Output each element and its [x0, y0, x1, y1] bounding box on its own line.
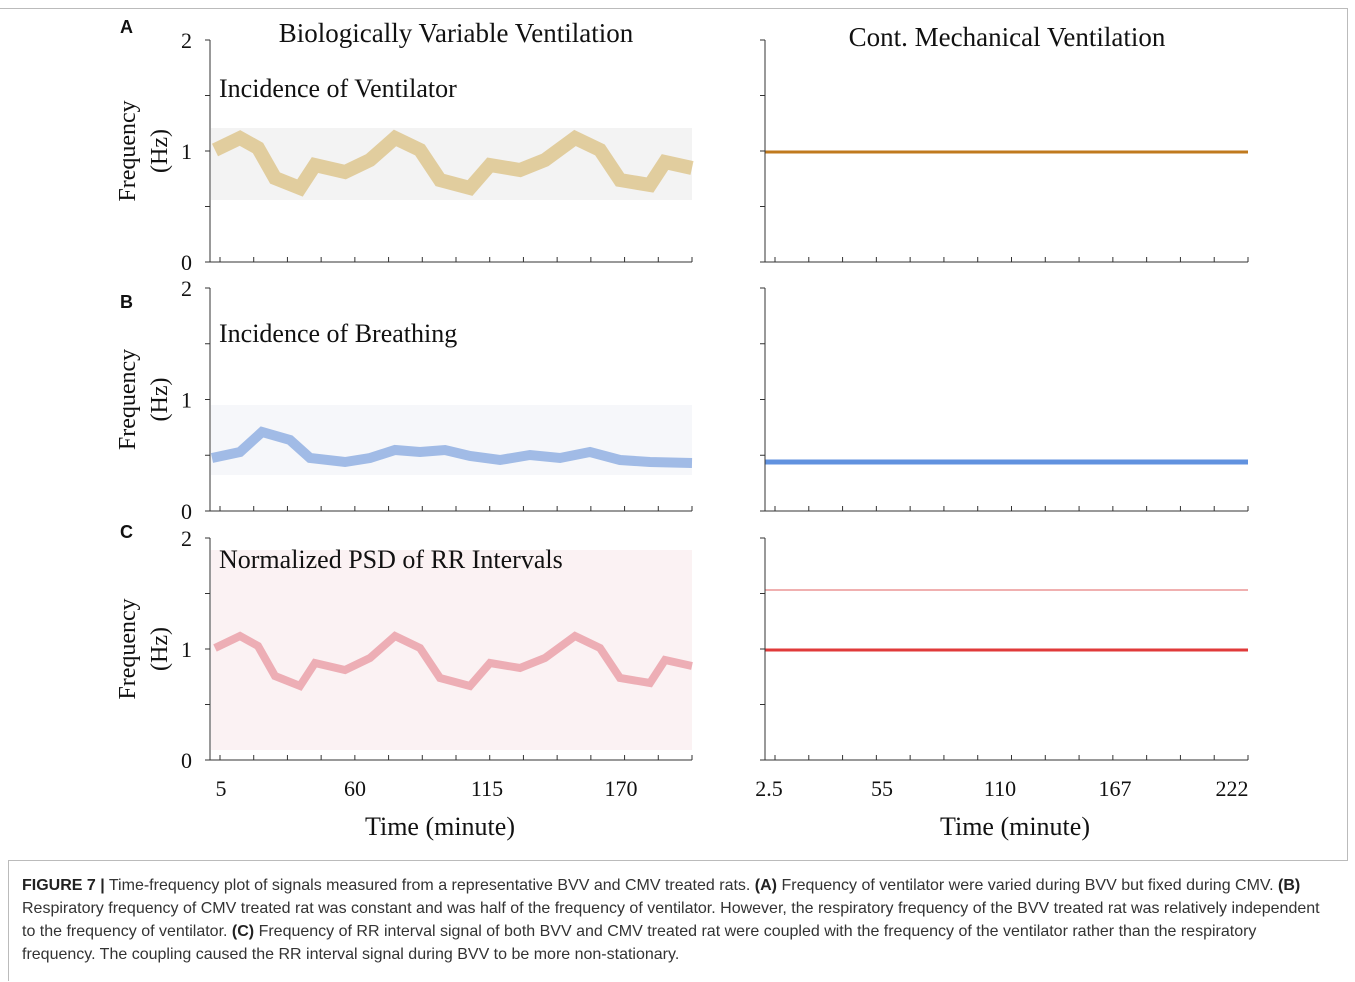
- caption-label: FIGURE 7 |: [22, 877, 105, 894]
- panel-label: Incidence of Breathing: [219, 319, 457, 348]
- y-tick-label: 0: [181, 499, 192, 524]
- column-title: Cont. Mechanical Ventilation: [849, 22, 1166, 52]
- y-tick-label: 0: [181, 250, 192, 275]
- y-tick-label: 1: [181, 139, 192, 164]
- caption: FIGURE 7 | Time-frequency plot of signal…: [22, 874, 1332, 966]
- y-tick-label: 2: [181, 276, 192, 301]
- x-tick-label: 170: [605, 776, 638, 801]
- caption-text: Frequency of ventilator were varied duri…: [777, 877, 1279, 894]
- x-tick-label: 110: [984, 776, 1016, 801]
- y-axis-label: Frequency: [115, 598, 141, 699]
- caption-frame: [8, 860, 1348, 981]
- y-tick-label: 2: [181, 526, 192, 551]
- x-tick-label: 60: [344, 776, 366, 801]
- y-axis-label: (Hz): [147, 627, 173, 671]
- x-axis-label: Time (minute): [365, 812, 515, 841]
- panel-letter: A: [120, 17, 133, 37]
- caption-text: (C): [231, 923, 255, 940]
- x-tick-label: 115: [471, 776, 503, 801]
- y-tick-label: 0: [181, 748, 192, 773]
- y-axis-label: Frequency: [115, 100, 141, 201]
- y-tick-label: 1: [181, 388, 192, 413]
- spectrogram-traces: [210, 128, 1248, 750]
- caption-text: Respiratory frequency of CMV treated rat…: [22, 900, 1320, 940]
- x-tick-label: 167: [1099, 776, 1132, 801]
- ventilator-trace: [211, 129, 694, 197]
- spectrogram-bg: [211, 550, 692, 750]
- caption-text: (A): [754, 877, 778, 894]
- rr-trace: [213, 631, 693, 691]
- caption-text: Time-frequency plot of signals measured …: [104, 877, 755, 894]
- x-axis-label: Time (minute): [940, 812, 1090, 841]
- panel-letter: B: [120, 292, 133, 312]
- frame: [0, 8, 1348, 861]
- x-tick-label: 55: [871, 776, 893, 801]
- y-tick-label: 1: [181, 637, 192, 662]
- caption-text: (B): [1278, 877, 1301, 894]
- column-title: Biologically Variable Ventilation: [279, 18, 634, 48]
- breathing-trace: [210, 426, 693, 468]
- x-tick-label: 5: [216, 776, 227, 801]
- y-tick-label: 2: [181, 28, 192, 53]
- panel-label: Normalized PSD of RR Intervals: [219, 545, 563, 574]
- panel-label: Incidence of Ventilator: [219, 74, 457, 103]
- x-tick-label: 222: [1216, 776, 1249, 801]
- y-axis-label: Frequency: [115, 349, 141, 450]
- x-tick-label: 2.5: [755, 776, 783, 801]
- panel-letter: C: [120, 522, 133, 542]
- y-axis-label: (Hz): [147, 378, 173, 422]
- y-axis-label: (Hz): [147, 129, 173, 173]
- caption-text: Frequency of RR interval signal of both …: [22, 923, 1257, 963]
